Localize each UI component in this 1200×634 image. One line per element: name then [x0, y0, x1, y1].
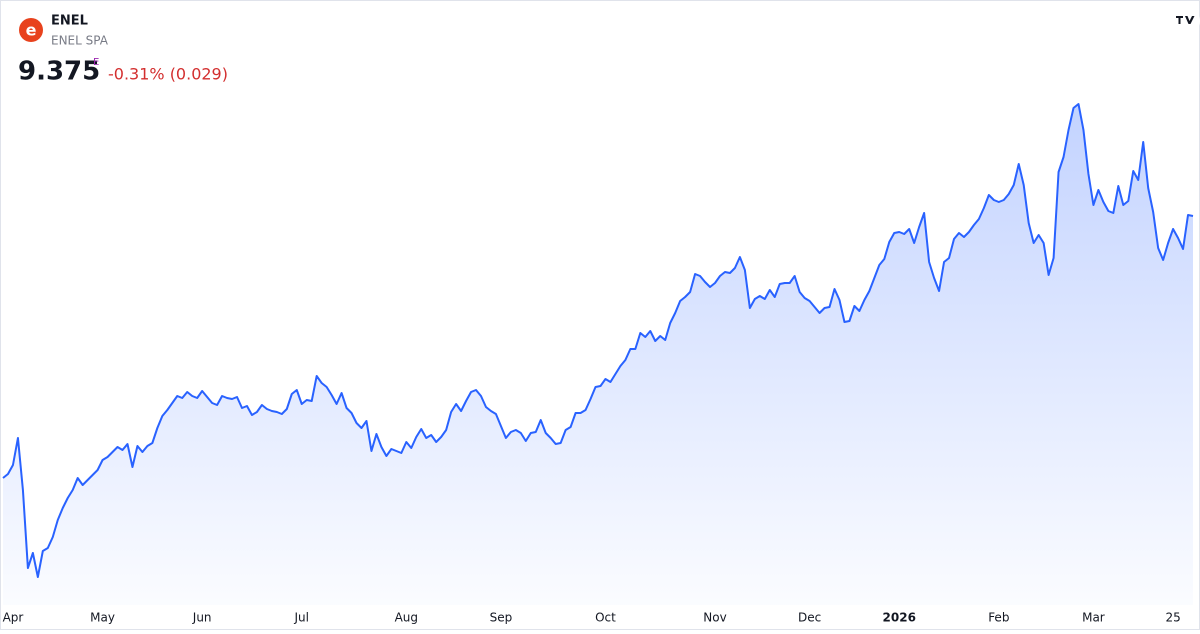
x-tick-label: Feb	[988, 611, 1009, 625]
x-tick-label: Aug	[395, 611, 418, 625]
plot	[2, 103, 1194, 605]
price-line	[2, 103, 1194, 578]
brand-badge	[1172, 9, 1200, 33]
x-tick-label: Jul	[294, 611, 309, 625]
x-tick-label: Sep	[490, 611, 513, 625]
company-name: ENEL SPA	[51, 34, 109, 48]
x-axis: Apr May Jun Jul Aug Sep Oct Nov Dec 2026 Feb Mar 25	[3, 611, 1181, 625]
brand-logo	[1176, 16, 1195, 24]
x-tick-label: Dec	[798, 611, 821, 625]
x-tick-label: Mar	[1082, 611, 1105, 625]
price-change: -0.31% (0.029)	[108, 65, 228, 84]
x-tick-label: Nov	[703, 611, 726, 625]
price: 9.375	[18, 57, 100, 87]
x-tick-label: 25	[1165, 611, 1180, 625]
price-marker: E	[93, 57, 99, 68]
x-tick-label: Jun	[192, 611, 212, 625]
logo	[19, 18, 43, 42]
logo-letter: e	[26, 21, 37, 40]
area-fill	[3, 104, 1193, 605]
x-tick-label: 2026	[883, 611, 916, 625]
symbol: ENEL	[51, 14, 88, 29]
x-tick-label: Oct	[595, 611, 616, 625]
x-tick-label: Apr	[3, 611, 24, 625]
x-tick-label: May	[90, 611, 115, 625]
